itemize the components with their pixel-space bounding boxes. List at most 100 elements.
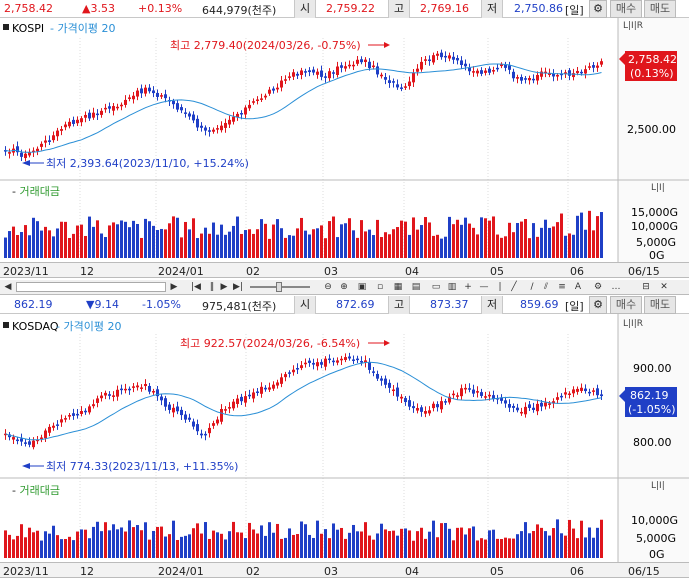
kosdaq-lir2[interactable]: L|I| bbox=[651, 481, 665, 491]
vertical-line-icon[interactable]: | bbox=[498, 282, 502, 292]
kosdaq-buy-button[interactable]: 매수 bbox=[610, 296, 642, 314]
volume-bar bbox=[184, 221, 187, 258]
candle bbox=[396, 84, 399, 88]
candle bbox=[120, 388, 123, 391]
settings-icon[interactable]: ⚙ bbox=[589, 296, 607, 314]
candle bbox=[588, 66, 591, 68]
candle bbox=[428, 59, 431, 62]
kospi-quote-bar: 2,758.42 ▲3.53 +0.13% 644,979(천주) 시 2,75… bbox=[0, 0, 689, 18]
box-icon[interactable]: ▭ bbox=[431, 282, 441, 292]
candle bbox=[316, 362, 319, 367]
kospi-lir2[interactable]: L|I| bbox=[651, 183, 665, 193]
kosdaq-chart[interactable]: KOSDAQ - 가격이평 20 최고 922.57(2024/03/26, -… bbox=[0, 314, 689, 562]
layers-icon[interactable]: ▥ bbox=[447, 282, 457, 292]
volume-bar bbox=[396, 227, 399, 258]
candle bbox=[384, 77, 387, 80]
candle bbox=[308, 70, 311, 73]
zoom-minus-icon[interactable]: ⊖ bbox=[324, 282, 332, 292]
volume-bar bbox=[132, 527, 135, 558]
grid-icon[interactable]: ▦ bbox=[393, 282, 403, 292]
volume-bar bbox=[396, 535, 399, 558]
settings-icon[interactable]: ⚙ bbox=[589, 0, 607, 18]
crosshair-icon[interactable]: + bbox=[464, 282, 472, 292]
candle bbox=[576, 70, 579, 74]
line-icon[interactable]: / bbox=[530, 282, 534, 292]
kosdaq-x-label: 06 bbox=[570, 565, 584, 578]
candle bbox=[568, 393, 571, 396]
volume-bar bbox=[252, 529, 255, 558]
candle bbox=[312, 362, 315, 365]
volume-bar bbox=[544, 531, 547, 558]
volume-bar bbox=[404, 528, 407, 558]
volume-bar bbox=[488, 220, 491, 258]
candle bbox=[356, 358, 359, 361]
scroll-right-icon[interactable]: ▶ bbox=[170, 282, 178, 292]
scroll-track[interactable] bbox=[16, 282, 166, 292]
volume-bar bbox=[188, 534, 191, 558]
volume-bar bbox=[388, 531, 391, 558]
volume-bar bbox=[12, 226, 15, 258]
fib-icon[interactable]: ≡ bbox=[558, 282, 566, 292]
candle bbox=[72, 413, 75, 416]
candle bbox=[444, 55, 447, 58]
candle bbox=[72, 119, 75, 124]
kospi-buy-button[interactable]: 매수 bbox=[610, 0, 642, 18]
candle bbox=[400, 87, 403, 89]
scroll-left-icon[interactable]: ◀ bbox=[4, 282, 12, 292]
volume-bar bbox=[88, 216, 91, 258]
chart-settings-icon[interactable]: ⚙ bbox=[593, 282, 603, 292]
step-right-icon[interactable]: ▶| bbox=[233, 282, 243, 292]
step-left-icon[interactable]: |◀ bbox=[191, 282, 201, 292]
volume-bar bbox=[280, 228, 283, 258]
candle bbox=[112, 395, 115, 397]
play-icon[interactable]: ▶ bbox=[220, 282, 228, 292]
cursor-icon[interactable]: ▫ bbox=[376, 282, 384, 292]
volume-bar bbox=[316, 228, 319, 258]
candle-icon[interactable]: ▤ bbox=[411, 282, 421, 292]
candle bbox=[404, 398, 407, 403]
candle bbox=[152, 391, 155, 393]
volume-bar bbox=[340, 527, 343, 558]
kosdaq-lir[interactable]: L|I|R bbox=[623, 319, 643, 329]
volume-bar bbox=[372, 235, 375, 258]
volume-bar bbox=[232, 521, 235, 558]
candle bbox=[560, 395, 563, 398]
volume-bar bbox=[496, 538, 499, 558]
split-icon[interactable]: ⊟ bbox=[642, 282, 650, 292]
zoom-plus-icon[interactable]: ⊕ bbox=[340, 282, 348, 292]
kospi-lir[interactable]: L|I|R bbox=[623, 21, 643, 31]
full-view-icon[interactable]: ▣ bbox=[357, 282, 367, 292]
kospi-price-tag: 2,758.42 bbox=[628, 53, 677, 66]
volume-bar bbox=[32, 217, 35, 258]
minus-line-icon[interactable]: — bbox=[479, 282, 489, 292]
kospi-period[interactable]: [일] bbox=[565, 4, 584, 17]
trendline-icon[interactable]: ╱ bbox=[511, 282, 517, 292]
kospi-sell-button[interactable]: 매도 bbox=[644, 0, 676, 18]
kosdaq-sell-button[interactable]: 매도 bbox=[644, 296, 676, 314]
text-icon[interactable]: A bbox=[574, 282, 582, 292]
volume-bar bbox=[392, 530, 395, 558]
volume-bar bbox=[376, 219, 379, 258]
candle bbox=[480, 392, 483, 396]
volume-bar bbox=[320, 225, 323, 258]
kospi-high-label: 고 bbox=[388, 0, 410, 18]
volume-bar bbox=[412, 217, 415, 258]
more-icon[interactable]: … bbox=[611, 282, 621, 292]
kospi-chart[interactable]: KOSPI - 가격이평 20 최고 2,779.40(2024/03/26, … bbox=[0, 18, 689, 262]
kosdaq-period[interactable]: [일] bbox=[565, 300, 584, 313]
candle bbox=[300, 365, 303, 369]
candle bbox=[404, 86, 407, 88]
kosdaq-quote-bar: 862.19 ▼9.14 -1.05% 975,481(천주) 시 872.69… bbox=[0, 296, 689, 314]
kosdaq-high-note: 최고 922.57(2024/03/26, -6.54%) bbox=[180, 337, 360, 350]
pause-icon[interactable]: ‖ bbox=[209, 282, 215, 292]
zoom-slider-thumb[interactable] bbox=[276, 282, 282, 292]
close-icon[interactable]: ✕ bbox=[660, 282, 668, 292]
volume-bar bbox=[348, 218, 351, 258]
volume-bar bbox=[252, 233, 255, 258]
volume-bar bbox=[464, 217, 467, 258]
channel-icon[interactable]: ⫽ bbox=[543, 282, 548, 292]
volume-bar bbox=[556, 222, 559, 258]
volume-bar bbox=[364, 231, 367, 258]
kosdaq-x-label: 02 bbox=[246, 565, 260, 578]
candle bbox=[32, 440, 35, 448]
